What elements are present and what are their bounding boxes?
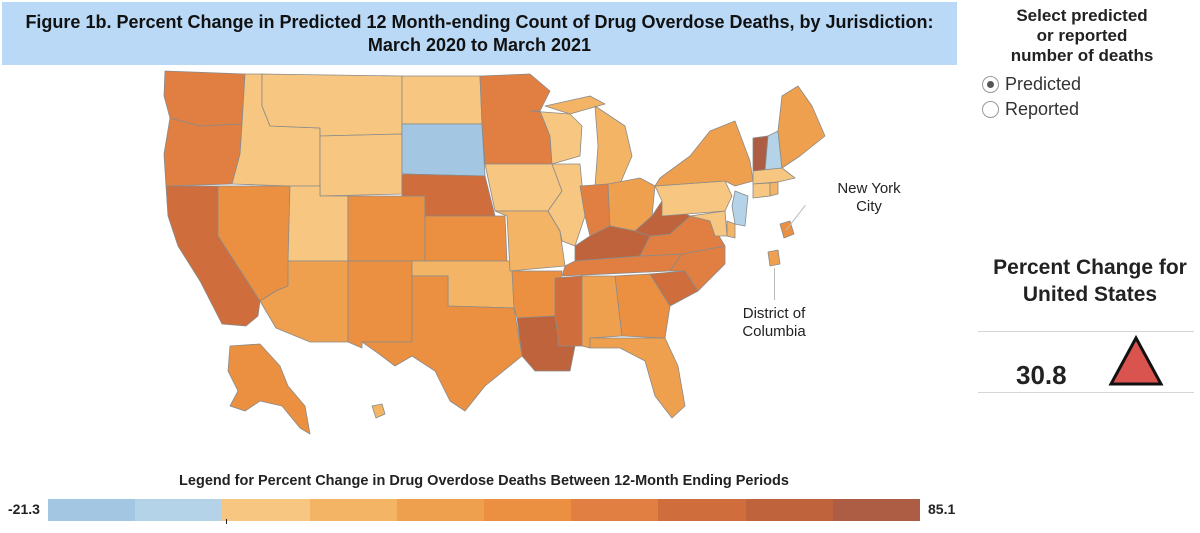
state-tx: [361, 275, 523, 412]
state-or: [163, 117, 243, 187]
selector-title-line2: or reported: [1036, 26, 1128, 45]
legend-swatch-9: [832, 499, 921, 521]
radio-option-predicted[interactable]: Predicted: [982, 72, 1192, 97]
state-hi: [371, 403, 386, 419]
radio-label-reported: Reported: [1005, 99, 1080, 119]
kpi-title-line1: Percent Change for: [993, 256, 1187, 279]
legend-min-label: -21.3: [8, 501, 40, 517]
figure-title-line2: March 2020 to March 2021: [367, 34, 592, 55]
legend-swatch-3: [309, 499, 397, 521]
legend-swatch-6: [571, 499, 659, 521]
kpi-value: 30.8: [1016, 360, 1067, 390]
legend-max-label: 85.1: [928, 501, 956, 517]
state-md: [689, 210, 728, 237]
kpi-divider-top: [978, 331, 1194, 332]
state-me: [777, 85, 826, 169]
figure-title: Figure 1b. Percent Change in Predicted 1…: [2, 2, 957, 65]
us-choropleth-map: [163, 70, 826, 435]
state-co: [347, 195, 426, 262]
radio-option-reported[interactable]: Reported: [982, 97, 1192, 122]
state-ri: [769, 181, 779, 197]
state-nm: [347, 260, 413, 349]
dc-leader-line: [774, 268, 775, 300]
state-ma: [752, 167, 796, 185]
kpi-title: Percent Change for United States: [976, 254, 1200, 308]
state-il: [547, 163, 586, 247]
callout-dc-line1: District of: [742, 305, 806, 322]
legend-swatch-1: [135, 499, 223, 521]
callout-nyc-line2: City: [856, 198, 882, 215]
selector-title-line1: Select predicted: [1016, 6, 1148, 25]
radio-label-predicted: Predicted: [1005, 74, 1082, 94]
callout-nyc: New York City: [832, 180, 906, 216]
legend-title: Legend for Percent Change in Drug Overdo…: [179, 473, 789, 489]
state-ny: [654, 120, 754, 187]
state-wy: [319, 133, 403, 197]
legend-swatch-7: [658, 499, 746, 521]
selector-title: Select predicted or reported number of d…: [982, 6, 1182, 66]
state-sd: [401, 123, 486, 177]
state-de: [726, 220, 736, 239]
callout-nyc-line1: New York: [837, 180, 901, 197]
figure-title-line1: Figure 1b. Percent Change in Predicted 1…: [25, 11, 934, 32]
legend-swatch-8: [745, 499, 833, 521]
radio-reported[interactable]: [982, 101, 999, 118]
kpi-divider-bottom: [978, 392, 1194, 393]
state-ms: [554, 275, 583, 347]
radio-predicted[interactable]: [982, 76, 999, 93]
callout-dc-line2: Columbia: [742, 323, 806, 340]
state-nj: [731, 190, 749, 227]
legend-swatch-4: [396, 499, 485, 521]
legend-swatch-2: [222, 499, 310, 521]
kpi-title-line2: United States: [1022, 283, 1158, 306]
legend-swatch-5: [484, 499, 572, 521]
state-dc: [767, 249, 781, 267]
state-ar: [511, 270, 563, 319]
increase-triangle-icon: [1108, 335, 1164, 386]
state-wa: [163, 70, 246, 127]
radio-group: Predicted Reported: [982, 72, 1192, 122]
state-nd: [401, 75, 483, 125]
state-mt: [261, 73, 403, 137]
state-pa: [654, 180, 733, 217]
state-ks: [424, 215, 508, 262]
state-ct: [752, 182, 771, 199]
legend-color-scale: [48, 499, 921, 521]
legend-zero-tick: [226, 519, 227, 524]
state-ia: [484, 163, 563, 212]
state-wi: [529, 110, 583, 165]
state-mn: [479, 73, 553, 165]
deaths-type-selector: Select predicted or reported number of d…: [982, 6, 1192, 122]
state-ga: [614, 273, 671, 339]
state-ak: [227, 343, 311, 435]
selector-title-line3: number of deaths: [1010, 46, 1154, 65]
state-fl: [589, 337, 686, 419]
legend-swatch-0: [48, 499, 136, 521]
state-ut: [287, 185, 349, 262]
callout-dc: District of Columbia: [735, 305, 813, 341]
